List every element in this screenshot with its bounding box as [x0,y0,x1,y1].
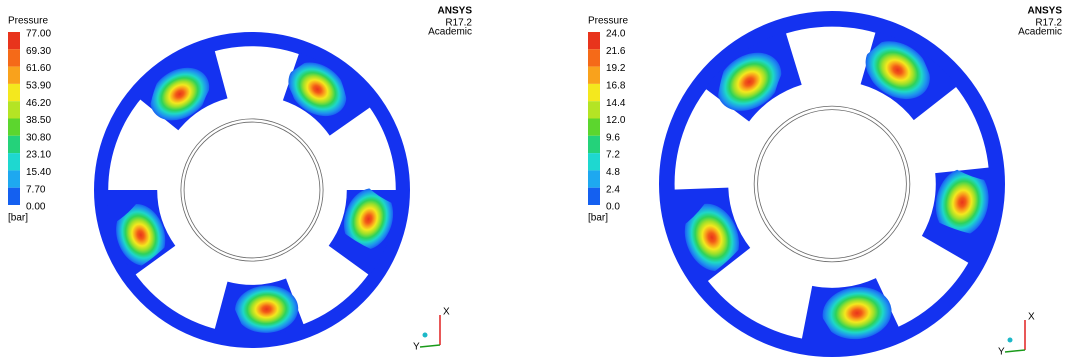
logo-edition: Academic [1018,27,1062,38]
legend-swatch [8,101,20,118]
legend-swatch [8,170,20,187]
legend-label: 77.00 [26,29,51,40]
legend-label: 2.4 [606,184,620,195]
legend-label: 0.00 [26,202,46,213]
legend-label: 53.90 [26,81,51,92]
legend-label: 9.6 [606,132,620,143]
legend-label: 61.60 [26,63,51,74]
legend-swatch [8,84,20,101]
shaft-outer [754,106,910,262]
legend-swatch [8,136,20,153]
contour-plot [101,39,403,341]
legend-label: 30.80 [26,132,51,143]
shaft-inner [184,122,320,258]
legend-swatch [8,153,20,170]
z-axis-dot [423,333,428,338]
legend-swatch [588,153,600,170]
legend-swatch [588,67,600,84]
legend-label: 16.8 [606,81,626,92]
screenshot: Pressure 77.00 69.30 61.60 53.90 46.20 38.50 30… [0,0,1068,358]
logo-brand: ANSYS [1028,6,1063,17]
shaft-outer [181,119,323,261]
legend-label: 23.10 [26,150,51,161]
legend-label: 46.20 [26,98,51,109]
legend-label: 4.8 [606,167,620,178]
legend-swatch [588,32,600,49]
legend-label: 15.40 [26,167,51,178]
legend-label: 38.50 [26,115,51,126]
legend-swatch [588,170,600,187]
legend-label: 24.0 [606,29,626,40]
legend-swatch [8,188,20,205]
legend-label: 14.4 [606,98,626,109]
legend-unit: [bar] [8,213,28,224]
legend-title: Pressure [8,16,48,27]
legend-label: 7.2 [606,150,620,161]
legend-swatch [8,32,20,49]
legend-label: 12.0 [606,115,626,126]
legend-swatch [588,101,600,118]
y-axis-arrow [420,345,440,347]
logo-brand: ANSYS [438,6,473,17]
legend-unit: [bar] [588,213,608,224]
shaft-inner [758,110,907,259]
legend-label: 21.6 [606,46,626,57]
legend-title: Pressure [588,16,628,27]
contour-plot [667,19,997,349]
y-axis-label: Y [413,342,420,353]
legend-swatch [588,119,600,136]
legend-label: 0.0 [606,202,620,213]
legend-swatch [8,67,20,84]
legend-swatch [588,136,600,153]
legend-label: 69.30 [26,46,51,57]
x-axis-label: X [1028,312,1035,323]
legend-swatch [8,119,20,136]
legend-label: 7.70 [26,184,46,195]
legend-label: 19.2 [606,63,626,74]
legend-swatch [588,49,600,66]
legend-swatch [588,84,600,101]
legend-swatch [588,188,600,205]
y-axis-label: Y [998,347,1005,358]
x-axis-label: X [443,307,450,318]
legend-swatch [8,49,20,66]
logo-edition: Academic [428,27,472,38]
y-axis-arrow [1005,350,1025,352]
z-axis-dot [1008,338,1013,343]
